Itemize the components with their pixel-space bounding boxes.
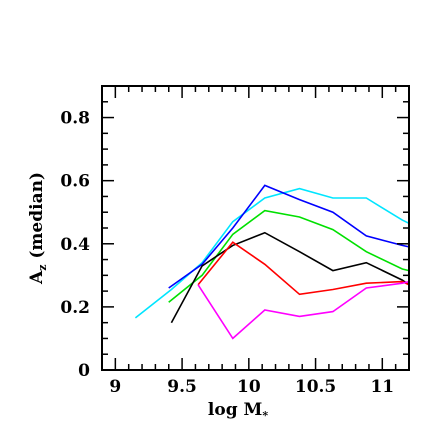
y-tick-label: 0.4: [60, 235, 90, 255]
y-tick-label: 0: [78, 361, 90, 381]
y-axis-label: Az (median): [27, 172, 49, 285]
y-tick-label: 0.8: [60, 109, 90, 129]
x-tick-label: 9.5: [167, 377, 197, 397]
x-tick-label: 10: [237, 377, 261, 397]
ticks-layer: [101, 85, 410, 371]
series-line-3: [168, 209, 410, 303]
x-tick-label: 9: [109, 377, 121, 397]
x-tick-label: 11: [370, 377, 394, 397]
series-line-4: [170, 231, 410, 324]
y-tick-label: 0.2: [60, 298, 90, 318]
series-line-6: [197, 280, 410, 340]
tick-labels-layer: 9 9.5 10 10.5 11 0 0.2 0.4 0.6 0.8: [60, 109, 394, 397]
x-axis-label: log M*: [208, 400, 268, 422]
series-line-5: [197, 241, 410, 296]
y-tick-label: 0.6: [60, 172, 90, 192]
series-layer: [134, 184, 410, 340]
series-line-2: [168, 184, 410, 289]
x-tick-label: 10.5: [295, 377, 336, 397]
plot-frame: [101, 85, 410, 371]
